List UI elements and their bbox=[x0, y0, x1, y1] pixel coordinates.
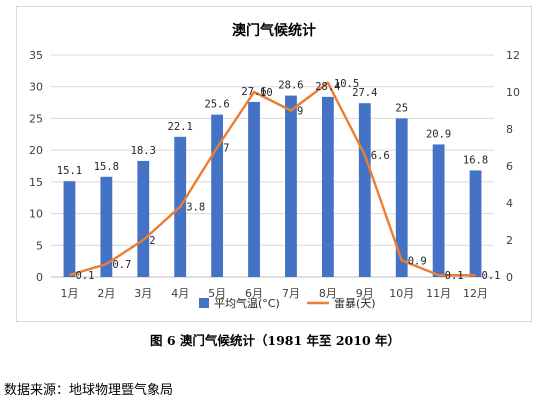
x-tick-label: 6月 bbox=[245, 287, 263, 300]
bar bbox=[285, 95, 297, 277]
x-tick-label: 8月 bbox=[319, 287, 337, 300]
x-tick-label: 10月 bbox=[389, 287, 414, 300]
line-value-label: 0.9 bbox=[408, 255, 427, 267]
bar-value-label: 20.9 bbox=[426, 128, 451, 140]
chart-title: 澳门气候统计 bbox=[232, 22, 316, 39]
bar bbox=[321, 96, 334, 277]
axes: 0 5 10 15 20 25 30 35 0 2 4 6 8 10 12 1月 2月 3月 4月 5月 6月 7月 8月 9… bbox=[29, 49, 520, 300]
line-value-label: 0.1 bbox=[482, 270, 501, 282]
x-tick-label: 9月 bbox=[356, 287, 374, 300]
y-right-tick-label: 2 bbox=[506, 234, 513, 247]
line-value-label: 9 bbox=[297, 106, 303, 118]
data-labels: 15.1 15.818.322.125.627.628.6 28.427.42520… bbox=[57, 78, 501, 282]
y-left-tick-label: 10 bbox=[29, 208, 43, 221]
bar-value-label: 27.6 bbox=[241, 86, 266, 98]
x-tick-label: 11月 bbox=[426, 287, 451, 300]
y-left-tick-label: 15 bbox=[29, 176, 43, 189]
legend-bar-label: 平均气温(°C) bbox=[214, 296, 280, 310]
x-tick-label: 1月 bbox=[60, 287, 78, 300]
x-tick-label: 12月 bbox=[463, 287, 488, 300]
y-left-tick-label: 35 bbox=[29, 49, 43, 62]
y-left-tick-label: 5 bbox=[36, 239, 43, 252]
y-right-tick-label: 6 bbox=[506, 160, 513, 173]
bar-value-label: 15.8 bbox=[94, 161, 119, 173]
bar bbox=[248, 101, 260, 278]
y-right-tick-label: 12 bbox=[506, 49, 520, 62]
x-tick-label: 7月 bbox=[282, 287, 300, 300]
x-tick-label: 4月 bbox=[171, 287, 189, 300]
x-tick-label: 3月 bbox=[134, 287, 152, 300]
line-value-label: 0.1 bbox=[445, 270, 464, 282]
bar-value-label: 22.1 bbox=[168, 121, 193, 133]
x-tick-label: 5月 bbox=[208, 287, 226, 300]
bar bbox=[137, 160, 150, 277]
legend: 平均气温(°C) 雷暴(天) bbox=[199, 296, 376, 310]
bar-value-label: 15.1 bbox=[57, 165, 82, 177]
bar-value-label: 28.4 bbox=[315, 81, 340, 93]
bar-value-label: 27.4 bbox=[352, 87, 377, 99]
data-source: 数据来源：地球物理暨气象局 bbox=[4, 383, 174, 398]
line-value-label: 7 bbox=[223, 143, 229, 155]
chart: 澳门气候统计 0 5 10 15 20 25 30 35 0 2 4 6 8 10 12 1月 2月 3月 4月 5月… bbox=[29, 22, 520, 310]
bar bbox=[63, 181, 76, 277]
thunderstorm-line bbox=[69, 81, 476, 277]
bar-value-label: 18.3 bbox=[131, 145, 156, 157]
line-value-label: 10 bbox=[260, 87, 273, 99]
figure-caption: 图 6 澳门气候统计（1981 年至 2010 年） bbox=[149, 333, 401, 348]
legend-line-label: 雷暴(天) bbox=[334, 297, 376, 310]
y-right-tick-label: 8 bbox=[506, 123, 513, 136]
line-series bbox=[69, 81, 476, 277]
bar bbox=[469, 170, 482, 277]
bar-value-label: 28.6 bbox=[278, 80, 303, 92]
y-left-tick-label: 0 bbox=[36, 271, 43, 284]
line-value-label: 10.5 bbox=[334, 78, 359, 90]
bar bbox=[395, 118, 408, 277]
line-value-label: 0.7 bbox=[112, 259, 131, 271]
bar bbox=[432, 144, 445, 277]
chart-frame: 澳门气候统计 0 5 10 15 20 25 30 35 0 2 4 6 8 10 12 1月 2月 3月 4月 5月… bbox=[16, 6, 532, 322]
bar-value-label: 25 bbox=[395, 102, 408, 114]
line-value-label: 6.6 bbox=[371, 150, 390, 162]
bar bbox=[358, 103, 371, 277]
y-right-tick-label: 0 bbox=[506, 271, 513, 284]
y-right-tick-label: 4 bbox=[506, 197, 513, 210]
y-left-tick-label: 25 bbox=[29, 112, 43, 125]
bar bbox=[211, 114, 224, 277]
y-left-tick-label: 20 bbox=[29, 144, 43, 157]
y-right-tick-label: 10 bbox=[506, 86, 520, 99]
bar-value-label: 25.6 bbox=[204, 99, 229, 111]
bar bbox=[100, 176, 113, 277]
y-left-tick-label: 30 bbox=[29, 81, 43, 94]
x-tick-label: 2月 bbox=[97, 287, 115, 300]
line-value-label: 3.8 bbox=[186, 202, 205, 214]
legend-bar-swatch bbox=[199, 298, 209, 308]
line-value-label: 0.1 bbox=[75, 270, 94, 282]
gridlines bbox=[51, 54, 494, 278]
line-value-label: 2 bbox=[149, 235, 155, 247]
bar-value-label: 16.8 bbox=[463, 154, 488, 166]
